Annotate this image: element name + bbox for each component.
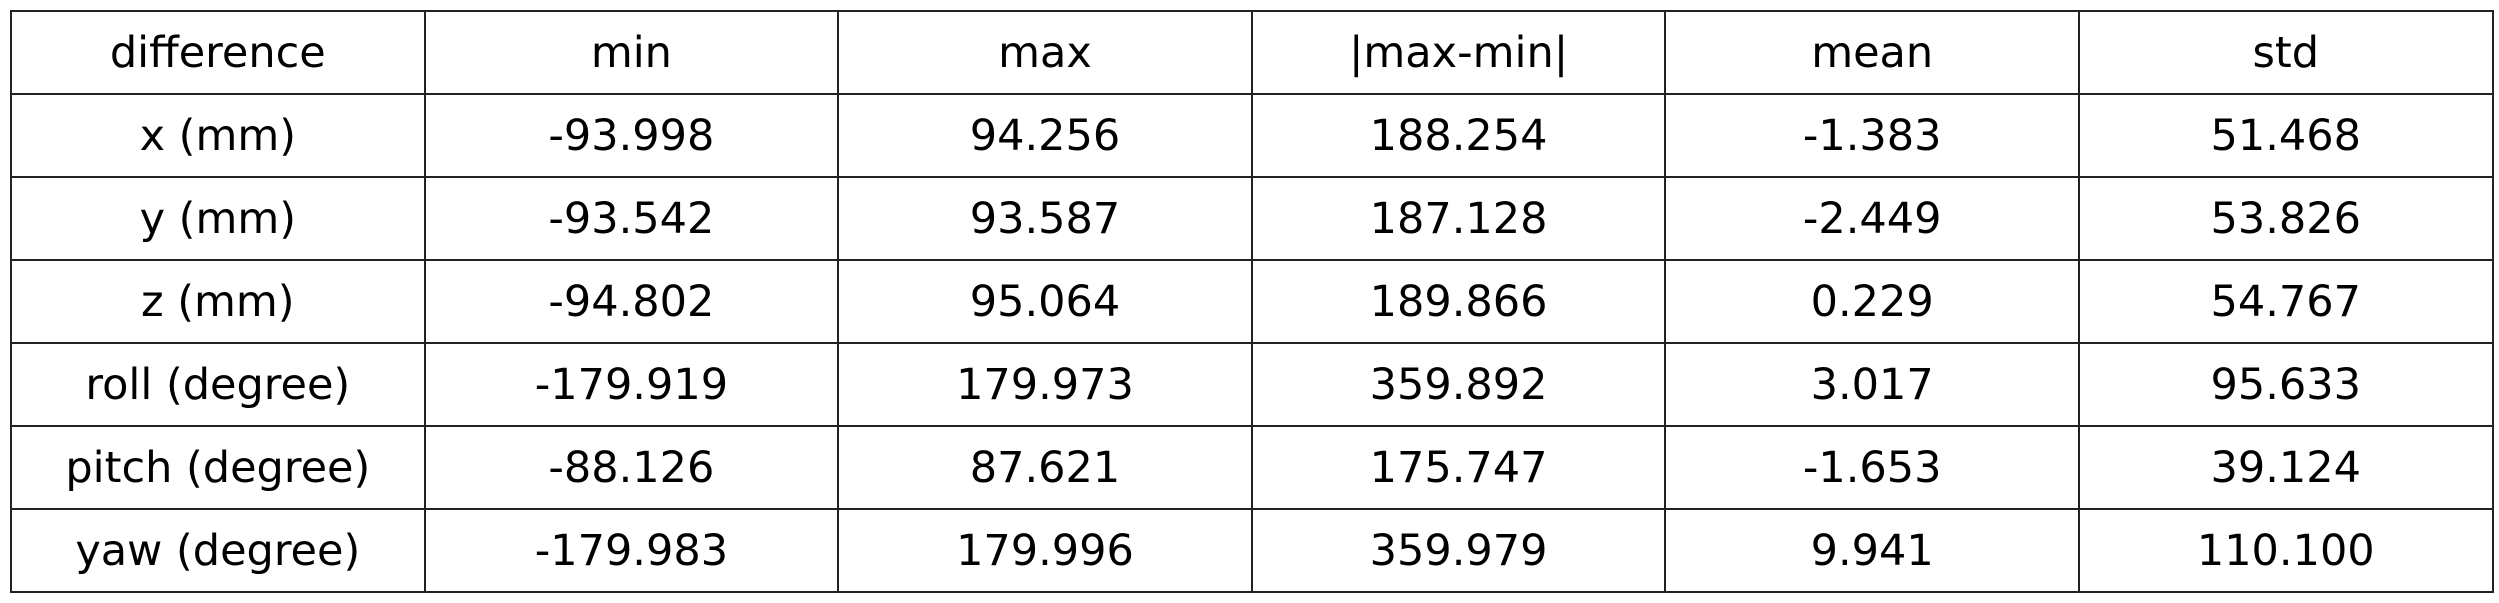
table-cell: 39.124 [2077,425,2494,510]
table-cell: 94.256 [837,93,1253,178]
table-cell: 95.064 [837,259,1253,344]
table-cell: -1.383 [1664,93,2080,178]
table-cell: -2.449 [1664,176,2080,261]
row-label-cell: y (mm) [10,176,426,261]
header-cell: min [423,10,840,95]
header-cell: |max-min| [1250,10,1667,95]
table-cell: 179.973 [837,342,1253,427]
table-cell: -179.983 [423,508,840,593]
table-cell: 0.229 [1664,259,2080,344]
table-row: roll (degree) -179.919 179.973 359.892 3… [10,342,2494,427]
table-cell: 3.017 [1664,342,2080,427]
row-label-cell: z (mm) [10,259,426,344]
table-cell: 188.254 [1250,93,1667,178]
table-cell: -93.998 [423,93,840,178]
statistics-table-container: difference min max |max-min| mean std x … [10,10,2494,593]
table-cell: -179.919 [423,342,840,427]
table-cell: 359.979 [1250,508,1667,593]
table-cell: -1.653 [1664,425,2080,510]
table-row: x (mm) -93.998 94.256 188.254 -1.383 51.… [10,93,2494,178]
table-cell: -94.802 [423,259,840,344]
header-cell: max [837,10,1253,95]
row-label-cell: x (mm) [10,93,426,178]
header-cell: difference [10,10,426,95]
table-row: yaw (degree) -179.983 179.996 359.979 9.… [10,508,2494,593]
header-cell: std [2077,10,2494,95]
table-cell: 189.866 [1250,259,1667,344]
table-cell: 179.996 [837,508,1253,593]
table-cell: 9.941 [1664,508,2080,593]
table-cell: 187.128 [1250,176,1667,261]
table-row: pitch (degree) -88.126 87.621 175.747 -1… [10,425,2494,510]
table-cell: -88.126 [423,425,840,510]
table-cell: 93.587 [837,176,1253,261]
table-cell: 95.633 [2077,342,2494,427]
table-cell: 54.767 [2077,259,2494,344]
table-cell: 110.100 [2077,508,2494,593]
table-cell: -93.542 [423,176,840,261]
table-cell: 87.621 [837,425,1253,510]
table-row: y (mm) -93.542 93.587 187.128 -2.449 53.… [10,176,2494,261]
table-cell: 359.892 [1250,342,1667,427]
difference-statistics-table: difference min max |max-min| mean std x … [10,10,2494,593]
row-label-cell: roll (degree) [10,342,426,427]
table-header-row: difference min max |max-min| mean std [10,10,2494,95]
header-cell: mean [1664,10,2080,95]
row-label-cell: yaw (degree) [10,508,426,593]
row-label-cell: pitch (degree) [10,425,426,510]
table-cell: 51.468 [2077,93,2494,178]
table-cell: 53.826 [2077,176,2494,261]
table-row: z (mm) -94.802 95.064 189.866 0.229 54.7… [10,259,2494,344]
table-cell: 175.747 [1250,425,1667,510]
